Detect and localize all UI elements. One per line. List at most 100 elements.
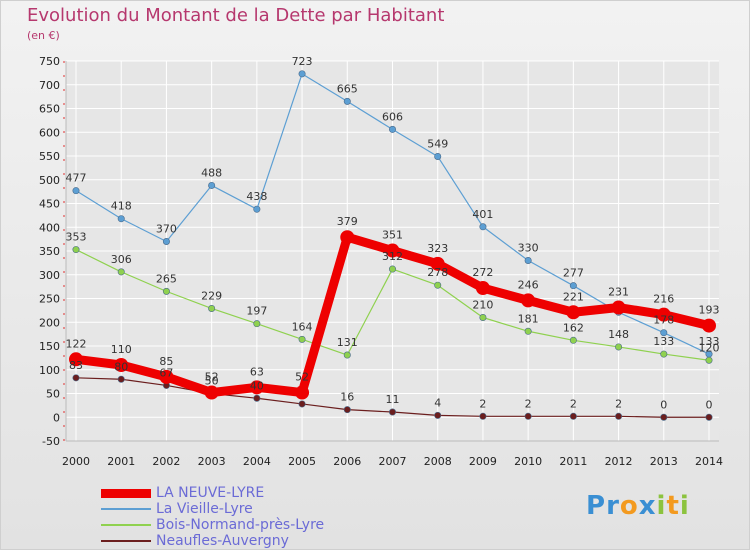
legend-label: LA NEUVE-LYRE <box>156 485 265 501</box>
data-point <box>611 300 626 315</box>
y-tick-label: 450 <box>39 198 60 211</box>
data-point <box>72 246 80 254</box>
chart-title: Evolution du Montant de la Dette par Hab… <box>27 5 445 26</box>
x-tick-label: 2004 <box>243 455 271 468</box>
data-point <box>343 351 351 359</box>
data-point <box>204 385 219 400</box>
x-tick-label: 2006 <box>333 455 361 468</box>
series-layer <box>69 70 716 421</box>
x-tick-label: 2007 <box>379 455 407 468</box>
data-label: 85 <box>159 355 173 368</box>
data-point <box>569 336 577 344</box>
data-label: 229 <box>201 289 222 302</box>
data-point <box>117 375 125 383</box>
axis-layer: 7507006506005505004504003503002502001501… <box>39 55 723 468</box>
data-label: 221 <box>563 290 584 303</box>
y-tick-label: 550 <box>39 150 60 163</box>
data-label: 67 <box>159 366 173 379</box>
data-point <box>566 305 581 320</box>
legend-swatch <box>101 540 151 542</box>
data-label: 0 <box>660 398 667 411</box>
data-label: 80 <box>114 360 128 373</box>
data-point <box>298 400 306 408</box>
data-label: 40 <box>250 379 264 392</box>
data-point <box>253 394 261 402</box>
data-label: 323 <box>427 242 448 255</box>
data-label: 278 <box>427 266 448 279</box>
data-label: 401 <box>472 208 493 221</box>
data-label: 477 <box>66 172 87 185</box>
data-label: 438 <box>246 190 267 203</box>
data-point <box>430 256 445 271</box>
chart-unit-label: (en €) <box>27 29 60 42</box>
data-label: 723 <box>292 55 313 68</box>
legend-swatch <box>101 508 151 510</box>
y-tick-label: 100 <box>39 364 60 377</box>
data-label: 488 <box>201 166 222 179</box>
data-label: 277 <box>563 267 584 280</box>
y-tick-label: 500 <box>39 174 60 187</box>
y-tick-label: 0 <box>53 411 60 424</box>
data-point <box>702 318 716 333</box>
data-label: 16 <box>340 391 354 404</box>
data-point <box>660 329 668 337</box>
data-point <box>524 327 532 335</box>
data-point <box>615 412 623 420</box>
data-point <box>114 358 129 372</box>
data-point <box>162 287 170 295</box>
data-label: 120 <box>699 341 720 354</box>
proxiti-logo: Proxiti <box>586 491 690 521</box>
legend-label: La Vieille-Lyre <box>156 501 253 517</box>
data-label: 606 <box>382 110 403 123</box>
data-label: 379 <box>337 215 358 228</box>
data-label: 11 <box>386 393 400 406</box>
data-point <box>117 215 125 223</box>
data-point <box>656 307 671 322</box>
data-point <box>524 256 532 264</box>
data-point <box>72 187 80 195</box>
data-point <box>298 70 306 78</box>
legend-item: La Vieille-Lyre <box>101 501 324 517</box>
y-tick-label: 400 <box>39 221 60 234</box>
data-point <box>298 335 306 343</box>
x-tick-label: 2014 <box>695 455 723 468</box>
data-label: 418 <box>111 200 132 213</box>
data-label: 133 <box>699 335 720 348</box>
legend-item: Bois-Normand-près-Lyre <box>101 517 324 533</box>
data-label: 122 <box>66 337 87 350</box>
data-point <box>479 313 487 321</box>
y-tick-label: 50 <box>46 388 60 401</box>
data-point <box>479 223 487 231</box>
data-label: 63 <box>250 365 264 378</box>
legend-label: Neaufles-Auvergny <box>156 533 289 549</box>
x-tick-label: 2003 <box>198 455 226 468</box>
data-label: 178 <box>653 314 674 327</box>
data-label: 351 <box>382 229 403 242</box>
data-point <box>434 152 442 160</box>
y-tick-label: 250 <box>39 293 60 306</box>
data-point <box>208 304 216 312</box>
x-tick-label: 2012 <box>605 455 633 468</box>
data-point <box>69 352 83 367</box>
data-point <box>524 412 532 420</box>
data-point <box>343 97 351 105</box>
y-tick-label: 700 <box>39 79 60 92</box>
x-tick-label: 2011 <box>559 455 587 468</box>
y-tick-label: 300 <box>39 269 60 282</box>
data-label: 197 <box>246 305 267 318</box>
data-point <box>385 243 400 258</box>
data-label: 2 <box>479 397 486 410</box>
data-point <box>295 385 310 400</box>
data-label: 216 <box>653 293 674 306</box>
data-point <box>660 413 668 421</box>
x-tick-label: 2000 <box>62 455 90 468</box>
data-point <box>343 406 351 414</box>
data-label: 52 <box>295 371 309 384</box>
data-point <box>162 238 170 246</box>
data-label: 148 <box>608 328 629 341</box>
data-point <box>388 125 396 133</box>
x-tick-label: 2009 <box>469 455 497 468</box>
data-label: 133 <box>653 335 674 348</box>
data-point <box>253 320 261 328</box>
data-label: 306 <box>111 253 132 266</box>
